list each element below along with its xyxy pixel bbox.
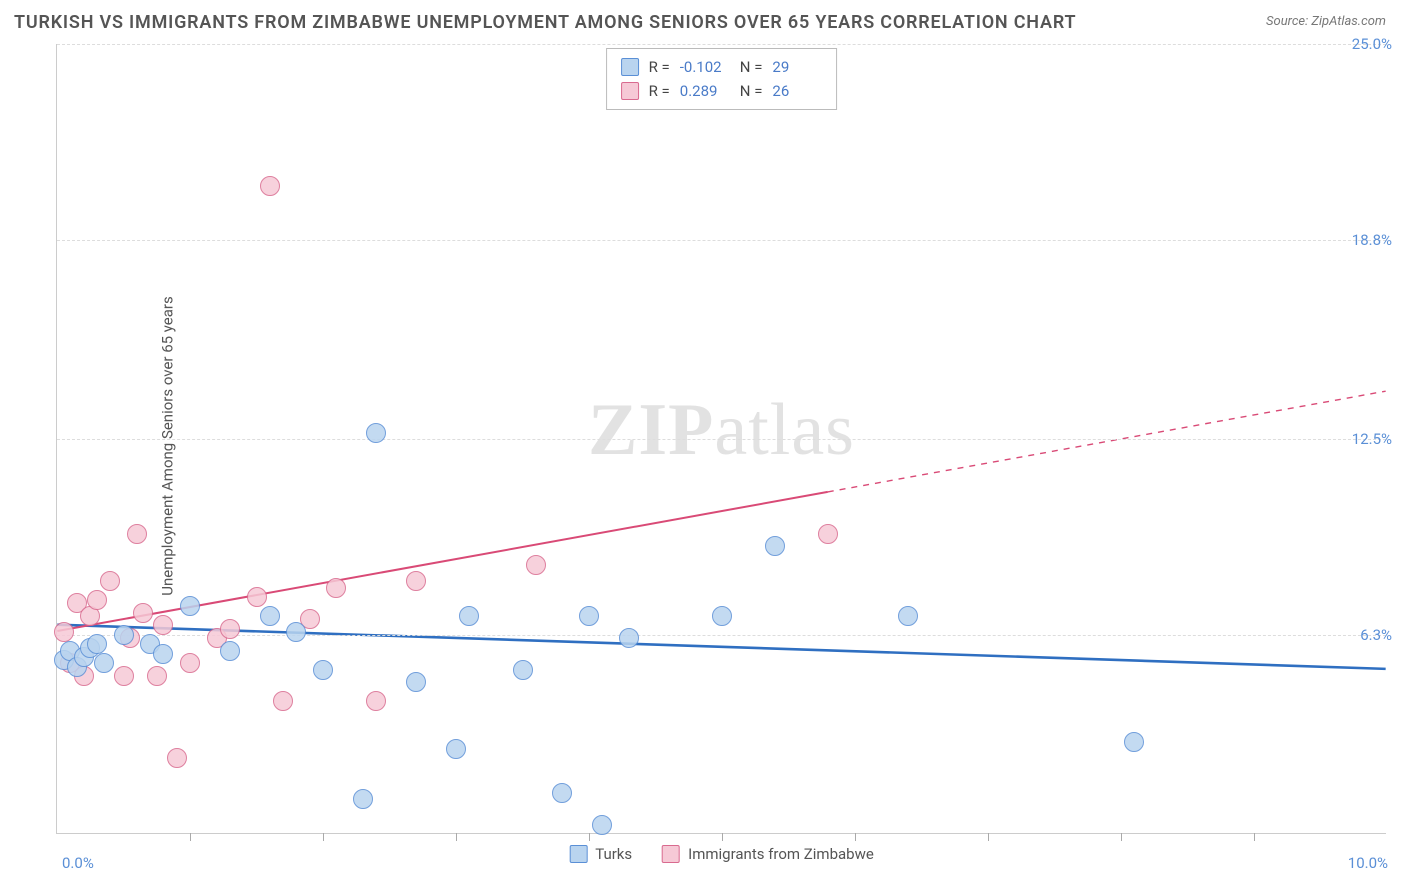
data-point — [247, 587, 267, 607]
source-label: Source: ZipAtlas.com — [1266, 14, 1386, 29]
r-label: R = — [649, 55, 670, 79]
data-point — [366, 423, 386, 443]
x-axis-max-label: 10.0% — [1348, 854, 1388, 872]
legend-label: Turks — [595, 845, 632, 863]
data-point — [552, 783, 572, 803]
trend-line — [57, 625, 1385, 669]
data-point — [406, 571, 426, 591]
data-point — [114, 666, 134, 686]
grid-line — [57, 439, 1386, 440]
legend-label: Immigrants from Zimbabwe — [688, 845, 874, 863]
data-point — [459, 606, 479, 626]
data-point — [273, 691, 293, 711]
data-point — [87, 590, 107, 610]
data-point — [220, 619, 240, 639]
trend-line — [57, 492, 827, 631]
n-value: 29 — [772, 55, 822, 79]
series-swatch-icon — [621, 82, 639, 100]
x-tick — [456, 833, 457, 841]
y-tick-label: 18.8% — [1352, 231, 1392, 249]
data-point — [326, 578, 346, 598]
data-point — [114, 625, 134, 645]
legend-item: Turks — [569, 845, 632, 863]
data-point — [366, 691, 386, 711]
plot-area: ZIPatlas R = -0.102 N = 29 R = 0.289 N =… — [56, 44, 1386, 834]
x-tick — [589, 833, 590, 841]
x-tick — [855, 833, 856, 841]
r-value: 0.289 — [680, 79, 730, 103]
x-tick — [190, 833, 191, 841]
data-point — [446, 739, 466, 759]
y-tick-label: 6.3% — [1360, 626, 1392, 644]
x-tick — [323, 833, 324, 841]
data-point — [592, 815, 612, 835]
x-axis-min-label: 0.0% — [62, 854, 94, 872]
bottom-legend: Turks Immigrants from Zimbabwe — [569, 845, 874, 863]
series-swatch-icon — [621, 58, 639, 76]
data-point — [712, 606, 732, 626]
data-point — [579, 606, 599, 626]
data-point — [526, 555, 546, 575]
y-tick-label: 12.5% — [1352, 430, 1392, 448]
data-point — [100, 571, 120, 591]
chart-title: TURKISH VS IMMIGRANTS FROM ZIMBABWE UNEM… — [14, 12, 1076, 33]
r-value: -0.102 — [680, 55, 730, 79]
data-point — [260, 176, 280, 196]
series-swatch-icon — [569, 845, 587, 863]
data-point — [94, 653, 114, 673]
grid-line — [57, 635, 1386, 636]
data-point — [54, 622, 74, 642]
legend-item: Immigrants from Zimbabwe — [662, 845, 874, 863]
data-point — [127, 524, 147, 544]
data-point — [87, 634, 107, 654]
data-point — [153, 615, 173, 635]
grid-line — [57, 44, 1386, 45]
stats-legend: R = -0.102 N = 29 R = 0.289 N = 26 — [606, 48, 838, 110]
watermark: ZIPatlas — [588, 388, 855, 473]
trend-line-extrapolated — [828, 391, 1386, 492]
series-swatch-icon — [662, 845, 680, 863]
x-tick — [1254, 833, 1255, 841]
data-point — [180, 596, 200, 616]
data-point — [167, 748, 187, 768]
n-label: N = — [740, 79, 763, 103]
x-tick — [722, 833, 723, 841]
data-point — [133, 603, 153, 623]
grid-line — [57, 240, 1386, 241]
data-point — [313, 660, 333, 680]
chart-container: TURKISH VS IMMIGRANTS FROM ZIMBABWE UNEM… — [0, 0, 1406, 892]
x-tick — [1121, 833, 1122, 841]
stats-row: R = 0.289 N = 26 — [621, 79, 823, 103]
x-tick — [988, 833, 989, 841]
data-point — [286, 622, 306, 642]
data-point — [147, 666, 167, 686]
data-point — [260, 606, 280, 626]
data-point — [765, 536, 785, 556]
data-point — [353, 789, 373, 809]
r-label: R = — [649, 79, 670, 103]
data-point — [818, 524, 838, 544]
n-value: 26 — [772, 79, 822, 103]
data-point — [220, 641, 240, 661]
watermark-bold: ZIP — [588, 389, 714, 471]
data-point — [513, 660, 533, 680]
data-point — [898, 606, 918, 626]
data-point — [1124, 732, 1144, 752]
watermark-light: atlas — [714, 389, 855, 471]
y-tick-label: 25.0% — [1352, 35, 1392, 53]
data-point — [619, 628, 639, 648]
data-point — [406, 672, 426, 692]
n-label: N = — [740, 55, 763, 79]
data-point — [153, 644, 173, 664]
stats-row: R = -0.102 N = 29 — [621, 55, 823, 79]
data-point — [180, 653, 200, 673]
